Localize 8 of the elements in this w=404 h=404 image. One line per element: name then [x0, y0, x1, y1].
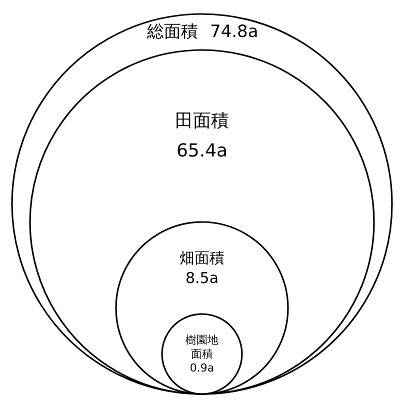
category-label: 総面積: [146, 22, 198, 42]
category-label: 田面積: [175, 110, 229, 132]
data-label: 65.4a: [176, 140, 228, 162]
data-label: 74.8a: [210, 22, 258, 42]
data-label: 8.5a: [185, 269, 219, 287]
category-label: 樹園地面積: [186, 334, 218, 360]
data-label: 0.9a: [190, 362, 214, 374]
category-label: 畑面積: [180, 249, 224, 267]
